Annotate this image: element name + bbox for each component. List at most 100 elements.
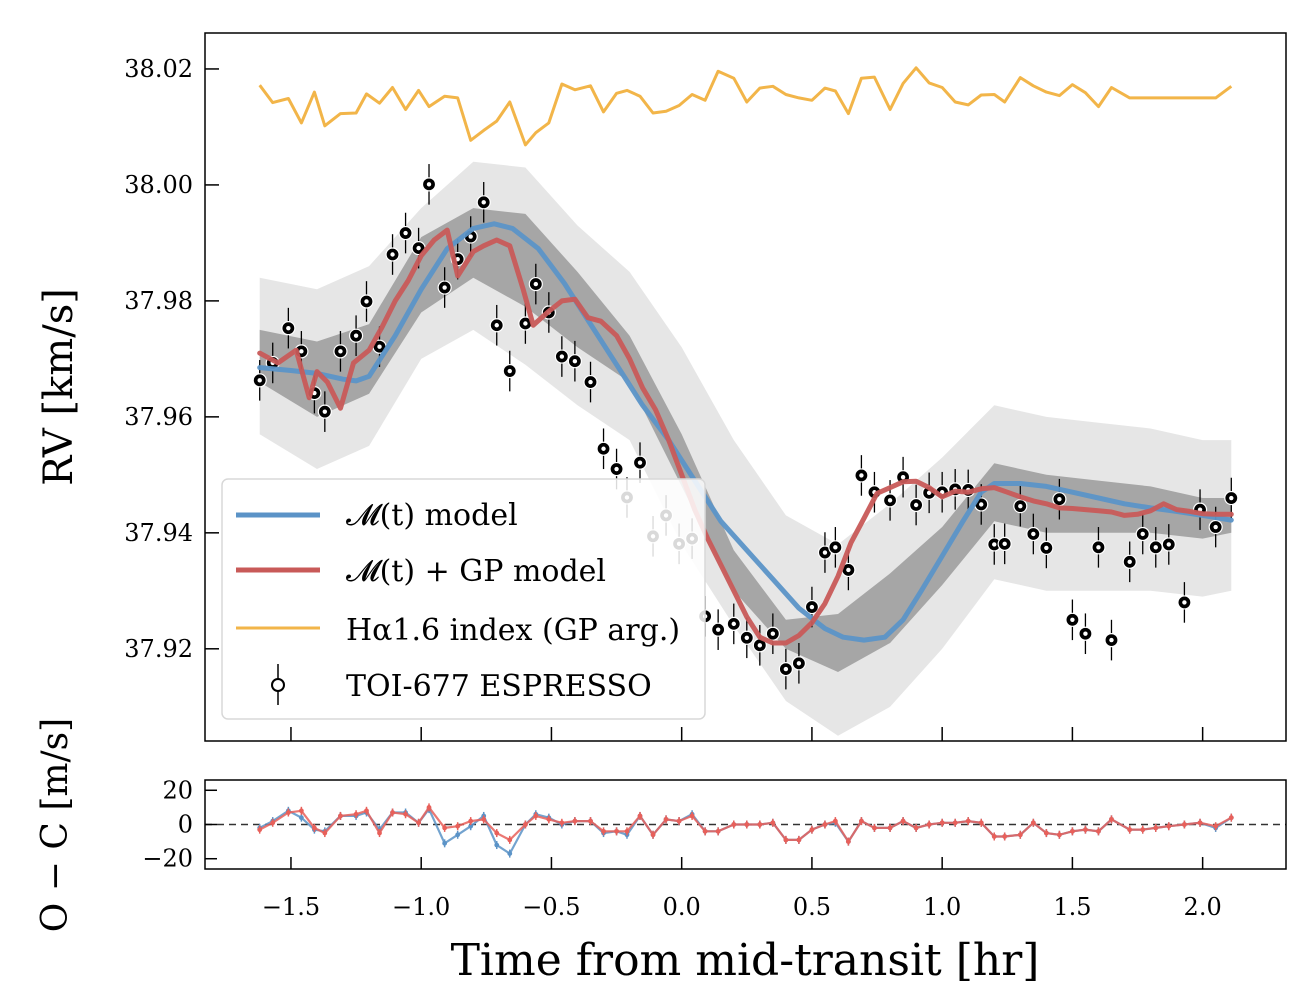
resid_gp-point xyxy=(1056,832,1062,838)
data-point-center xyxy=(286,325,291,331)
legend-model-label: 𝓜(t) model xyxy=(346,498,518,533)
data-point-center xyxy=(426,182,432,187)
resid_gp-point xyxy=(757,822,763,827)
data-point-center xyxy=(770,631,776,636)
resid_gp-point xyxy=(426,804,432,810)
data-point-center xyxy=(1166,542,1171,547)
data-point-center xyxy=(1229,495,1234,501)
data-point-center xyxy=(601,446,606,451)
data-point-center xyxy=(559,354,565,359)
resid_gp-point xyxy=(285,810,291,815)
bottom-panel: −20 0 20 −1.5 −1.0 −0.5 0.0 0.5 1.0 1.5 2.0 O − C… xyxy=(35,718,1287,986)
resid_gp-point xyxy=(468,818,474,824)
resid_gp-point xyxy=(926,822,932,827)
resid_gp-point xyxy=(991,834,997,839)
data-point-center xyxy=(1018,503,1023,509)
data-point-center xyxy=(979,502,984,507)
resid_gp-point xyxy=(601,828,606,834)
x-tick-label: 1.0 xyxy=(923,893,961,921)
data-point-center xyxy=(1031,531,1036,537)
data-point-center xyxy=(1044,545,1049,551)
resid_model-point xyxy=(468,823,474,829)
resid_gp-point xyxy=(731,822,737,827)
bottom-ylabel: O − C [m/s] xyxy=(35,718,76,932)
legend-data-label: TOI-677 ESPRESSO xyxy=(346,669,652,704)
data-point-center xyxy=(416,245,421,251)
resid_gp-point xyxy=(533,813,539,819)
resid_gp-point xyxy=(1030,820,1036,826)
resid_gp-point xyxy=(689,813,695,819)
data-point-center xyxy=(377,344,382,349)
top-ylabel: RV [km/s] xyxy=(36,288,82,486)
resid_gp-point xyxy=(364,808,369,814)
data-point-center xyxy=(494,323,499,328)
data-point-center xyxy=(859,473,864,478)
y-tick-label: 37.94 xyxy=(124,519,193,547)
data-point-center xyxy=(403,230,408,236)
top-y-ticks: 37.92 37.94 37.96 37.98 38.00 38.02 xyxy=(124,55,219,663)
data-point-center xyxy=(507,368,512,374)
top-plot-frame xyxy=(204,32,1287,742)
data-point-center xyxy=(338,349,343,354)
resid_gp-point xyxy=(338,813,343,819)
resid_gp-point xyxy=(322,830,328,836)
resid_gp-point xyxy=(1017,832,1023,838)
resid_gp-point xyxy=(416,820,421,826)
y-tick-label: 38.00 xyxy=(124,171,193,199)
y-tick-label: 38.02 xyxy=(124,55,193,83)
data-point-center xyxy=(390,252,395,257)
resid_gp-point xyxy=(1043,830,1049,836)
resid_gp-point xyxy=(637,813,643,819)
resid_gp-point xyxy=(702,828,708,834)
resid_gp-point xyxy=(783,837,789,843)
data-point-center xyxy=(926,490,932,496)
resid_gp-point xyxy=(588,818,593,824)
gp-model-curve xyxy=(257,227,1234,646)
data-point-center xyxy=(299,349,304,354)
legend: 𝓜(t) model 𝓜(t) + GP model Hα1.6 index (… xyxy=(221,478,706,720)
resid_gp-point xyxy=(1127,827,1133,833)
halpha-line xyxy=(258,66,1233,147)
gp-model-line xyxy=(257,227,1234,646)
data-point-center xyxy=(992,542,997,547)
resid_model-point xyxy=(455,832,461,838)
data-point-center xyxy=(1182,600,1187,605)
data-point-center xyxy=(1057,497,1062,502)
resid_gp-point xyxy=(403,811,408,817)
data-point-center xyxy=(913,502,919,508)
data-point-center xyxy=(1096,545,1101,550)
resid_gp-point xyxy=(546,816,552,822)
resid_gp-point xyxy=(494,830,500,836)
resid_gp-point xyxy=(390,810,395,815)
resid_gp-point xyxy=(257,827,263,833)
data-point-center xyxy=(731,621,736,627)
resid_gp-point xyxy=(624,828,630,834)
y-tick-label: −20 xyxy=(142,845,193,873)
data-point-center xyxy=(833,545,838,550)
model-line xyxy=(257,221,1234,643)
resid_gp-point xyxy=(952,820,958,826)
data-point-center xyxy=(1109,637,1114,643)
data-point-center xyxy=(442,285,447,290)
resid_gp-point xyxy=(1166,823,1172,829)
legend-data-marker xyxy=(271,678,285,692)
resid_gp-point xyxy=(663,816,669,822)
resid_gp-point xyxy=(614,828,619,834)
resid_gp-point xyxy=(1096,828,1101,834)
resid_gp-point xyxy=(913,825,919,831)
resid_gp-point xyxy=(676,818,682,824)
resid_gp-point xyxy=(312,825,317,831)
top-x-ticks xyxy=(290,727,1204,741)
y-tick-label: 37.98 xyxy=(124,287,193,315)
resid_gp-point xyxy=(1002,834,1008,839)
legend-halpha-label: Hα1.6 index (GP arg.) xyxy=(346,613,680,648)
resid_gp-point xyxy=(1153,825,1159,831)
data-point-center xyxy=(822,550,828,555)
model-curve xyxy=(257,221,1234,643)
data-point-center xyxy=(523,321,528,326)
resid_gp-point xyxy=(859,818,864,824)
halpha-index-line xyxy=(258,66,1233,147)
residuals-gp xyxy=(257,803,1234,846)
data-point-center xyxy=(257,378,262,383)
data-point-center xyxy=(809,604,815,610)
